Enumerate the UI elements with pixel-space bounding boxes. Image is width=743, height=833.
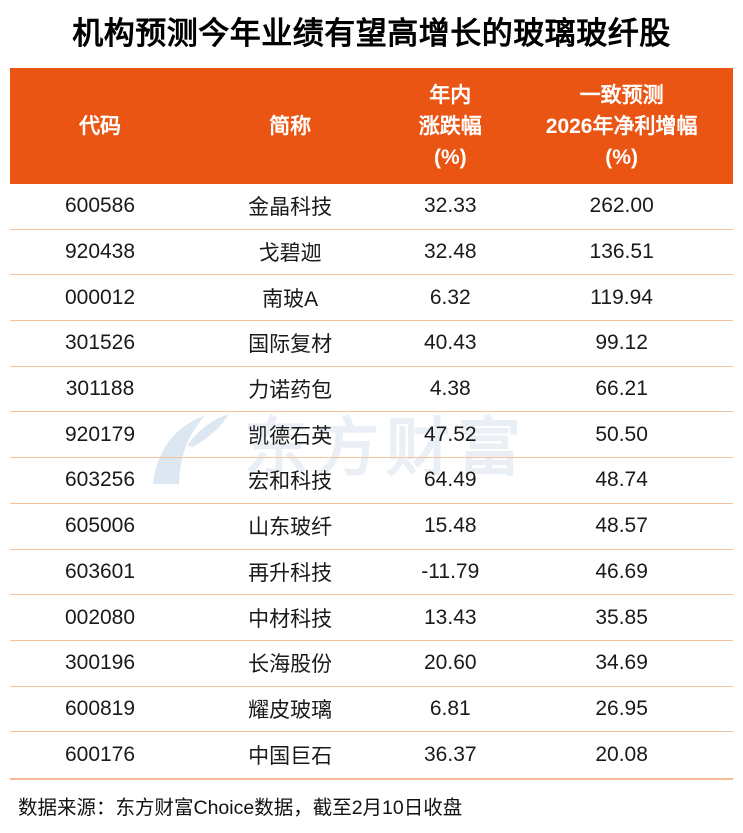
header-line: 年内	[429, 83, 472, 107]
stock-name: 中国巨石	[248, 745, 333, 769]
stock-name: 山东玻纤	[248, 516, 333, 540]
table-row: 600176 中国巨石 36.37 20.08	[10, 732, 733, 778]
profit-growth-2026-value: 136.51	[589, 240, 654, 264]
table-body: 600586 金晶科技 32.33 262.00 920438 戈碧迦 32.4…	[10, 184, 733, 780]
table-row: 002080 中材科技 13.43 35.85	[10, 595, 733, 641]
table-row: 300196 长海股份 20.60 34.69	[10, 641, 733, 687]
ytd-change-value: 13.43	[424, 605, 477, 629]
ytd-change-value: 20.60	[424, 651, 477, 675]
table-row: 600819 耀皮玻璃 6.81 26.95	[10, 687, 733, 733]
profit-growth-2026-value: 35.85	[595, 605, 648, 629]
stock-code: 600176	[64, 743, 136, 767]
header-line: 涨跌幅	[418, 114, 482, 138]
stock-name: 金晶科技	[248, 196, 333, 220]
table-row: 605006 山东玻纤 15.48 48.57	[10, 504, 733, 550]
stock-code: 603256	[64, 468, 136, 492]
header-name: 简称	[190, 111, 390, 142]
table-row: 600586 金晶科技 32.33 262.00	[10, 184, 733, 230]
stock-code: 603601	[64, 559, 136, 583]
table-row: 301188 力诺药包 4.38 66.21	[10, 367, 733, 413]
stock-name: 力诺药包	[248, 379, 333, 403]
ytd-change-value: -11.79	[421, 559, 480, 583]
ytd-change-value: 47.52	[424, 422, 477, 446]
stock-code: 000012	[64, 285, 136, 309]
header-line: (%)	[605, 145, 638, 169]
table-row: 603601 再升科技 -11.79 46.69	[10, 550, 733, 596]
header-line: 代码	[79, 114, 121, 138]
stock-name: 耀皮玻璃	[248, 698, 333, 722]
stock-code: 600586	[64, 194, 136, 218]
header-line: (%)	[433, 145, 467, 169]
stock-name: 长海股份	[248, 653, 333, 677]
ytd-change-value: 32.48	[424, 240, 477, 264]
profit-growth-2026-value: 99.12	[595, 331, 648, 355]
profit-growth-2026-value: 20.08	[595, 743, 648, 767]
stock-name: 再升科技	[248, 561, 333, 585]
header-line: 一致预测	[579, 83, 664, 107]
ytd-change-value: 32.33	[424, 194, 477, 218]
stock-code: 605006	[64, 514, 136, 538]
stock-code: 600819	[64, 696, 136, 720]
data-source-note: 数据来源：东方财富Choice数据，截至2月10日收盘	[18, 797, 463, 819]
stock-name: 宏和科技	[248, 470, 333, 494]
stock-code: 300196	[64, 651, 136, 675]
stock-code: 301188	[65, 377, 135, 401]
ytd-change-value: 64.49	[424, 468, 477, 492]
header-profit-growth-2026: 一致预测 2026年净利增幅 (%)	[510, 80, 733, 173]
page-title: 机构预测今年业绩有望高增长的玻璃玻纤股	[72, 16, 671, 51]
header-line: 2026年净利增幅	[545, 114, 698, 138]
stock-code: 920438	[64, 240, 136, 264]
profit-growth-2026-value: 46.69	[595, 559, 648, 583]
profit-growth-2026-value: 119.94	[590, 285, 653, 309]
stock-name: 中材科技	[248, 607, 333, 631]
ytd-change-value: 6.81	[429, 696, 471, 720]
profit-growth-2026-value: 34.69	[595, 651, 648, 675]
header-ytd-change: 年内 涨跌幅 (%)	[390, 80, 510, 173]
table-row: 000012 南玻A 6.32 119.94	[10, 275, 733, 322]
stock-name: 凯德石英	[248, 424, 333, 448]
table-row: 301526 国际复材 40.43 99.12	[10, 321, 733, 367]
ytd-change-value: 36.37	[424, 743, 477, 767]
profit-growth-2026-value: 48.57	[595, 514, 648, 538]
ytd-change-value: 6.32	[429, 285, 471, 309]
profit-growth-2026-value: 48.74	[595, 468, 648, 492]
table-header: 代码 简称 年内 涨跌幅 (%) 一致预测 2026年净利增幅 (%)	[10, 68, 733, 184]
stock-table: 代码 简称 年内 涨跌幅 (%) 一致预测 2026年净利增幅 (%) 6005…	[10, 68, 733, 780]
profit-growth-2026-value: 66.21	[595, 377, 648, 401]
stock-name: 戈碧迦	[258, 242, 322, 266]
table-row: 920179 凯德石英 47.52 50.50	[10, 412, 733, 459]
header-line: 简称	[269, 114, 312, 138]
table-row: 603256 宏和科技 64.49 48.74	[10, 458, 733, 504]
table-row: 920438 戈碧迦 32.48 136.51	[10, 230, 733, 276]
ytd-change-value: 15.48	[424, 514, 477, 538]
ytd-change-value: 40.43	[424, 331, 477, 355]
ytd-change-value: 4.38	[429, 377, 471, 401]
profit-growth-2026-value: 262.00	[589, 194, 654, 218]
header-code: 代码	[10, 111, 190, 142]
profit-growth-2026-value: 50.50	[595, 422, 648, 446]
stock-code: 002080	[64, 605, 136, 629]
stock-code: 920179	[64, 422, 136, 446]
stock-name: 国际复材	[248, 333, 333, 357]
stock-name: 南玻A	[262, 287, 319, 311]
stock-code: 301526	[64, 331, 136, 355]
profit-growth-2026-value: 26.95	[595, 696, 648, 720]
